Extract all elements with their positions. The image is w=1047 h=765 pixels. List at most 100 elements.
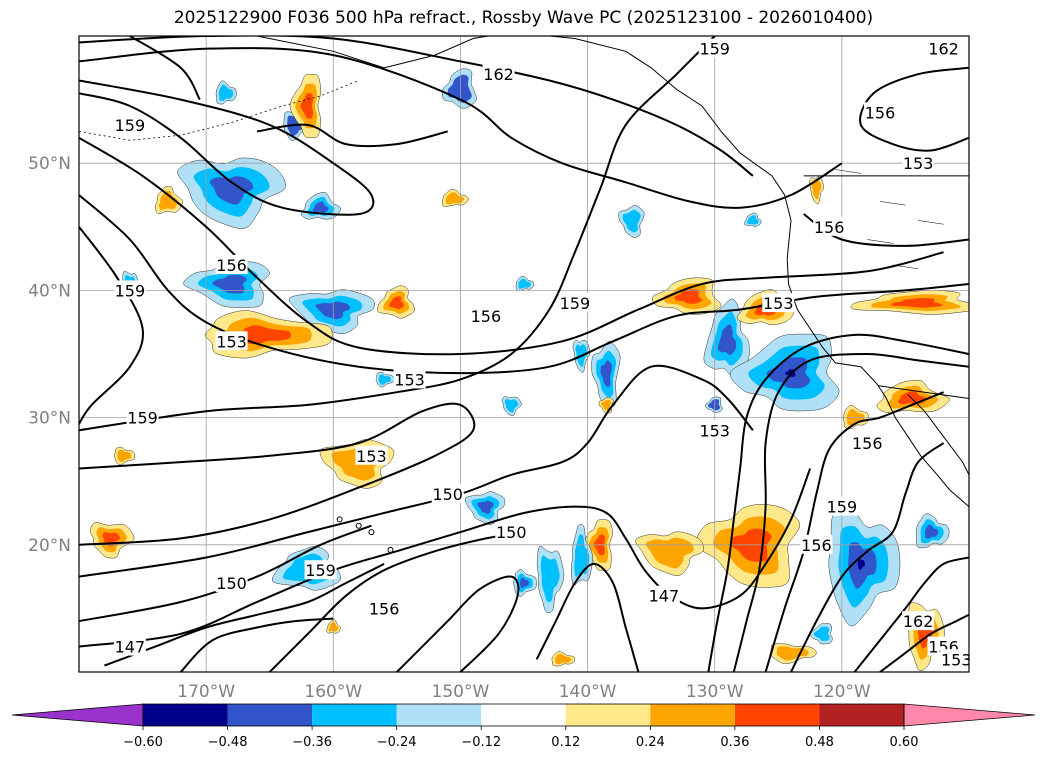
contour-label: 153	[216, 332, 247, 351]
x-tick-label: 130°W	[686, 682, 744, 702]
contour-label-bg	[113, 115, 146, 135]
contour-label: 147	[115, 638, 146, 657]
refractivity-anomaly-cell	[389, 296, 404, 310]
contour-label: 159	[699, 40, 730, 59]
contour-label: 156	[216, 256, 247, 275]
x-tick-label: 160°W	[304, 682, 362, 702]
height-contour-line	[179, 617, 334, 672]
y-tick-label: 20°N	[28, 536, 71, 556]
contour-label-bg	[813, 216, 846, 236]
contour-label-bg	[215, 572, 248, 592]
contour-label-bg	[482, 64, 515, 84]
refractivity-anomaly-cell	[518, 278, 532, 289]
refractivity-anomaly-cell	[158, 190, 179, 210]
contour-label: 153	[763, 294, 794, 313]
hawaii-island	[368, 529, 375, 536]
height-contour-line	[129, 36, 201, 101]
y-tick-label: 50°N	[28, 154, 71, 174]
contour-label-bg	[113, 280, 146, 300]
colorbar-segment	[819, 704, 904, 726]
refractivity-anomaly-cell	[209, 176, 254, 205]
refractivity-anomaly-cell	[312, 201, 329, 213]
aleutian-islands	[79, 80, 359, 141]
refractivity-anomaly-cell	[315, 301, 350, 320]
contour-label-bg	[368, 598, 401, 618]
height-contour-line	[707, 333, 969, 672]
contour-label-bg	[558, 293, 591, 313]
contour-label: 156	[852, 434, 883, 453]
colorbar-tick-label: 0.36	[720, 735, 749, 750]
height-contour-line	[79, 226, 144, 425]
contour-label-bg	[698, 420, 731, 440]
height-contour-line	[79, 402, 476, 546]
contour-label-bg	[355, 445, 388, 465]
colorbar-extend-high	[903, 703, 1036, 727]
colorbar-segment	[650, 704, 735, 726]
height-contour-line	[790, 442, 945, 672]
contour-label: 159	[127, 409, 158, 428]
colorbar-segment	[734, 704, 820, 726]
height-contour-line	[732, 352, 969, 672]
height-contours	[79, 36, 969, 672]
contour-label: 156	[471, 307, 502, 326]
height-contour-line	[535, 562, 640, 672]
contour-label-bg	[902, 611, 935, 631]
contour-label: 156	[814, 218, 845, 237]
contour-label: 156	[369, 599, 400, 618]
state-border	[835, 169, 861, 174]
hawaii-island	[355, 522, 362, 529]
coastline-gulf-path	[907, 394, 969, 476]
contour-label-bg	[113, 636, 146, 656]
contour-label: 156	[801, 536, 832, 555]
refractivity-anomaly-cell	[218, 84, 234, 101]
contour-label-bg	[647, 585, 680, 605]
contour-label: 159	[115, 116, 146, 135]
y-tick-label: 40°N	[28, 281, 71, 301]
hawaii-island	[336, 516, 343, 523]
state-border	[867, 239, 893, 244]
height-contour-line	[879, 613, 969, 672]
contour-label-bg	[469, 305, 502, 325]
colorbar-tick-label: 0.48	[805, 735, 834, 750]
colorbar-segment	[481, 704, 566, 726]
refractivity-anomaly-cell	[445, 192, 465, 205]
contour-label: 162	[903, 612, 934, 631]
refractivity-anomaly-cell	[717, 324, 737, 356]
contour-label: 159	[827, 498, 858, 517]
height-contour-line	[104, 563, 385, 667]
x-tick-label: 170°W	[177, 682, 235, 702]
contour-label-bg	[927, 38, 960, 58]
height-contour-line	[79, 364, 754, 578]
refractivity-anomaly-cell	[600, 360, 613, 388]
x-tick-label: 120°W	[813, 682, 871, 702]
border-us-mexico	[878, 385, 969, 399]
colorbar-segment	[143, 704, 228, 726]
state-border	[879, 201, 906, 206]
contour-label: 162	[928, 40, 959, 59]
colorbar-segment	[565, 704, 651, 726]
refractivity-anomaly-cell	[857, 558, 865, 571]
y-axis-ticks: 50°N 40°N 30°N 20°N	[28, 154, 71, 556]
state-border	[918, 220, 944, 225]
height-contour-line	[764, 391, 944, 672]
refractivity-anomaly-cell	[240, 325, 291, 345]
refractivity-anomaly-cell	[300, 93, 313, 119]
colorbar-segment	[227, 704, 313, 726]
chart-title: 2025122900 F036 500 hPa refract., Rossby…	[173, 8, 874, 28]
refractivity-anomaly-cell	[708, 399, 721, 411]
height-contour-line	[859, 66, 969, 152]
x-tick-label: 140°W	[559, 682, 617, 702]
contour-label: 156	[865, 103, 896, 122]
contour-label: 153	[356, 447, 387, 466]
contour-label-bg	[800, 534, 833, 554]
contour-label-bg	[495, 522, 528, 542]
contour-label: 153	[699, 421, 730, 440]
colorbar-extend-low	[11, 703, 144, 727]
refractivity-anomaly-cell	[504, 399, 519, 413]
refractivity-anomaly-cell	[746, 215, 759, 225]
colorbar-segment	[396, 704, 482, 726]
contour-label-bg	[215, 254, 248, 274]
colorbar-tick-label: −0.60	[123, 735, 163, 750]
colorbar-tick-label: 0.24	[636, 735, 665, 750]
